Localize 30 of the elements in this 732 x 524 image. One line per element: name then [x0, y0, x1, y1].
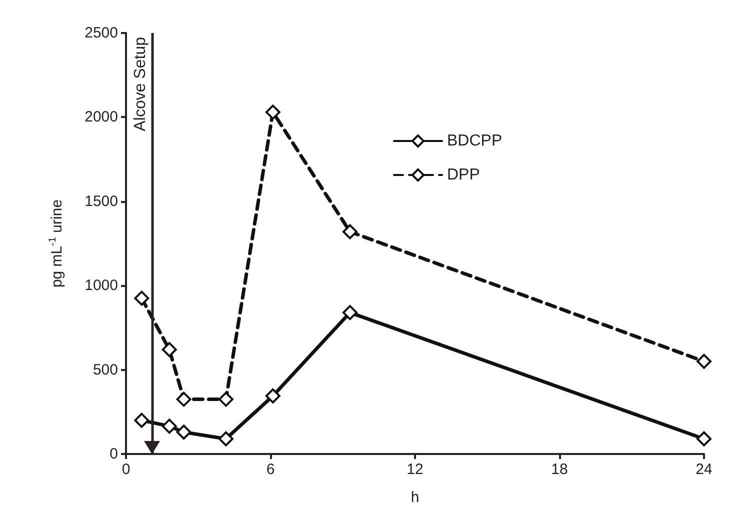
- legend-label: DPP: [447, 166, 480, 184]
- legend-label: BDCPP: [447, 132, 502, 150]
- y-tick-label: 2500: [84, 24, 118, 42]
- point: [134, 290, 150, 306]
- point: [342, 305, 358, 320]
- x-tick-label: 18: [551, 461, 568, 478]
- point: [176, 424, 192, 440]
- x-tick-label: 6: [266, 461, 275, 478]
- y-tick-label: 1000: [84, 277, 118, 294]
- point: [134, 412, 150, 428]
- point: [696, 354, 712, 369]
- point: [342, 224, 358, 240]
- point: [218, 431, 234, 446]
- y-tick-label: 0: [110, 446, 118, 462]
- point: [265, 388, 280, 404]
- ref-line-label: Alcove Setup: [132, 36, 149, 132]
- point: [218, 392, 234, 407]
- x-tick-label: 24: [696, 461, 712, 478]
- y-axis-title: pg mL-1 urine: [48, 199, 66, 288]
- x-axis-title: h: [410, 489, 420, 506]
- point: [162, 418, 177, 434]
- point: [162, 342, 177, 358]
- point: [265, 104, 280, 120]
- y-tick-label: 500: [92, 361, 118, 378]
- y-tick-label: 1500: [84, 192, 118, 210]
- x-tick-label: 0: [122, 461, 130, 478]
- y-tick-label: 2000: [84, 108, 118, 126]
- x-tick-label: 12: [406, 461, 424, 478]
- point: [176, 392, 192, 407]
- point: [696, 431, 712, 446]
